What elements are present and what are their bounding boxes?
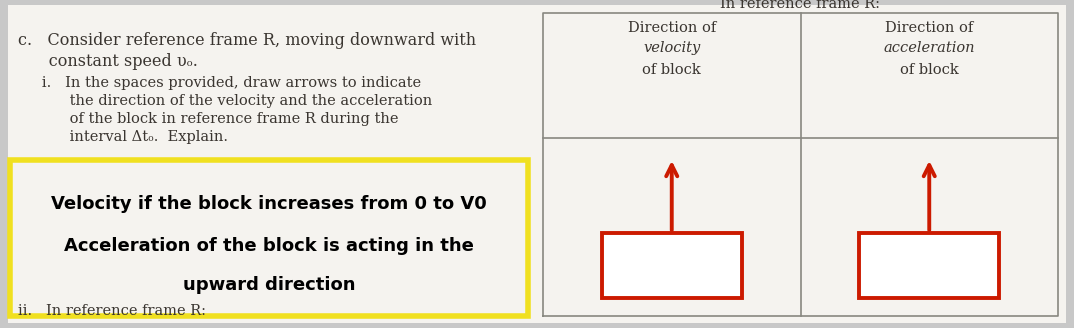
Text: Velocity if the block increases from 0 to V0: Velocity if the block increases from 0 t… <box>52 195 487 213</box>
Bar <box>859 233 999 298</box>
Text: c.   Consider reference frame R, moving downward with: c. Consider reference frame R, moving do… <box>18 32 476 49</box>
Text: interval Δtₒ.  Explain.: interval Δtₒ. Explain. <box>28 130 228 144</box>
Text: the direction of the velocity and the acceleration: the direction of the velocity and the ac… <box>28 94 432 108</box>
Text: velocity: velocity <box>643 41 700 55</box>
Bar <box>10 160 528 316</box>
Text: ii.   In reference frame R:: ii. In reference frame R: <box>18 304 206 318</box>
Text: Direction of: Direction of <box>627 21 716 35</box>
Bar <box>601 233 742 298</box>
Text: of block: of block <box>900 63 959 77</box>
Text: Direction of: Direction of <box>885 21 973 35</box>
Text: acceleration: acceleration <box>884 41 975 55</box>
Text: of block: of block <box>642 63 701 77</box>
Bar <box>543 13 1058 316</box>
Text: Acceleration of the block is acting in the: Acceleration of the block is acting in t… <box>64 237 474 255</box>
Text: i.   In the spaces provided, draw arrows to indicate: i. In the spaces provided, draw arrows t… <box>28 76 421 90</box>
Text: upward direction: upward direction <box>183 276 355 294</box>
Text: of the block in reference frame R during the: of the block in reference frame R during… <box>28 112 398 126</box>
Text: In reference frame R:: In reference frame R: <box>721 0 881 11</box>
Text: constant speed υₒ.: constant speed υₒ. <box>18 53 198 70</box>
